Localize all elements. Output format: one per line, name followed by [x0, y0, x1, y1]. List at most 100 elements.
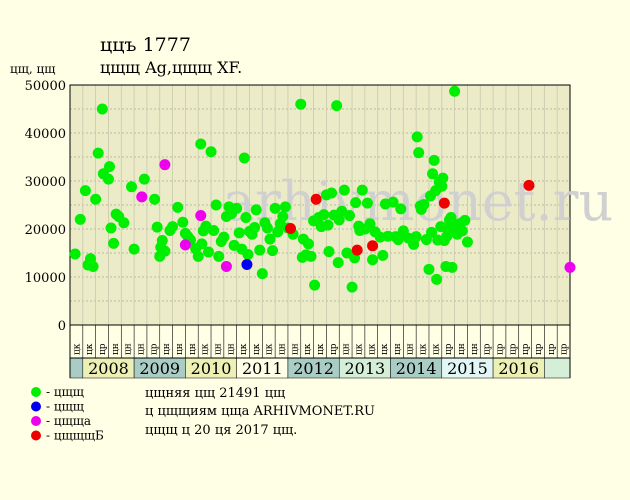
year-label-2014: 2014	[396, 359, 437, 378]
quarter-label: цк	[354, 343, 364, 355]
data-point-series-0	[332, 257, 344, 269]
data-point-series-0	[346, 281, 358, 293]
data-point-series-0	[118, 217, 130, 229]
info-line-3: цщщ ц 20 ця 2017 цщ.	[145, 423, 297, 438]
chart-subtitle: цщщ Ag,цщщ XF.	[100, 58, 242, 77]
quarter-label: цк	[239, 343, 249, 355]
data-point-series-0	[205, 146, 217, 158]
data-point-series-3	[351, 244, 363, 256]
data-point-series-0	[367, 254, 379, 266]
data-point-series-0	[90, 193, 102, 205]
quarter-label: цк	[201, 343, 211, 355]
quarter-label: цн	[137, 343, 147, 355]
legend-label-0: - цщщ	[46, 385, 84, 399]
data-point-series-0	[102, 173, 114, 185]
data-point-series-0	[128, 243, 140, 255]
data-point-series-0	[267, 245, 279, 257]
year-band-tail	[544, 357, 571, 379]
quarter-label: цн	[226, 343, 236, 355]
y-tick-label: 0	[58, 319, 66, 334]
quarter-labels: цк цк цр цн цн цн цр цн цн цн цк цн цн цк цк цк цн цн цк цк…	[72, 343, 569, 355]
quarter-label: цк	[431, 343, 441, 355]
year-label-2008: 2008	[88, 359, 129, 378]
data-point-series-0	[87, 260, 99, 272]
data-point-series-0	[302, 238, 314, 250]
quarter-label: цк	[265, 343, 275, 355]
data-point-series-0	[445, 211, 457, 223]
quarter-label: цр	[521, 343, 531, 355]
data-point-series-0	[413, 147, 425, 159]
data-point-series-0	[103, 161, 115, 173]
data-point-series-0	[233, 227, 245, 239]
chart-title: ццъ 1777	[100, 34, 191, 56]
data-point-series-0	[105, 222, 117, 234]
quarter-label: цр	[329, 343, 339, 355]
y-axis-label: цщ, цщ	[10, 62, 55, 76]
data-point-series-0	[387, 196, 399, 208]
data-point-series-1	[241, 259, 253, 271]
year-label-2012: 2012	[293, 359, 334, 378]
data-point-series-0	[238, 152, 250, 164]
data-point-series-0	[428, 154, 440, 166]
quarter-label: цр	[149, 343, 159, 355]
data-point-series-0	[309, 279, 321, 291]
data-point-series-0	[427, 168, 439, 180]
quarter-label: цн	[124, 343, 134, 355]
data-point-series-0	[426, 226, 438, 238]
data-point-series-0	[138, 173, 150, 185]
quarter-label: цк	[380, 343, 390, 355]
data-point-series-0	[322, 219, 334, 231]
data-point-series-0	[377, 249, 389, 261]
data-point-series-0	[202, 246, 214, 258]
data-point-series-0	[210, 199, 222, 211]
quarter-label: цк	[85, 343, 95, 355]
data-point-series-0	[195, 138, 207, 150]
data-point-series-0	[318, 209, 330, 221]
quarter-label: цн	[457, 343, 467, 355]
data-point-series-0	[305, 250, 317, 262]
legend: - цщщ- цщщ- цщща- цщщщБ	[31, 385, 104, 443]
y-tick-label: 20000	[25, 223, 66, 238]
data-point-series-0	[331, 100, 343, 112]
data-point-series-0	[196, 238, 208, 250]
data-point-series-0	[326, 187, 338, 199]
data-point-series-0	[364, 218, 376, 230]
data-point-series-0	[436, 180, 448, 192]
quarter-label: цр	[444, 343, 454, 355]
data-point-series-0	[395, 203, 407, 215]
year-label-2015: 2015	[447, 359, 488, 378]
data-point-series-0	[456, 225, 468, 237]
legend-label-1: - цщщ	[46, 400, 84, 414]
year-label-2010: 2010	[191, 359, 232, 378]
data-point-series-0	[249, 222, 261, 234]
year-label-2009: 2009	[139, 359, 180, 378]
legend-label-3: - цщщщБ	[46, 429, 104, 443]
data-point-series-0	[254, 244, 266, 256]
data-point-series-0	[449, 85, 461, 97]
data-point-series-0	[446, 261, 458, 273]
data-point-series-0	[250, 204, 262, 216]
quarter-label: цн	[290, 343, 300, 355]
data-point-series-0	[338, 184, 350, 196]
quarter-label: цк	[252, 343, 262, 355]
data-point-series-0	[323, 246, 335, 258]
data-point-series-0	[149, 193, 161, 205]
data-point-series-0	[269, 202, 281, 214]
data-point-series-0	[192, 250, 204, 262]
quarter-label: цн	[162, 343, 172, 355]
quarter-label: цн	[188, 343, 198, 355]
data-point-series-0	[279, 201, 291, 213]
quarter-label: цк	[367, 343, 377, 355]
data-point-series-0	[159, 245, 171, 257]
data-point-series-0	[92, 147, 104, 159]
data-point-series-2	[195, 210, 207, 222]
year-band-lead	[69, 357, 84, 379]
data-point-series-2	[159, 159, 171, 171]
quarter-label: цр	[560, 343, 570, 355]
quarter-label: цн	[406, 343, 416, 355]
y-tick-label: 30000	[25, 175, 66, 190]
quarter-label: цн	[278, 343, 288, 355]
legend-marker-2	[31, 416, 41, 426]
data-point-series-0	[261, 222, 273, 234]
